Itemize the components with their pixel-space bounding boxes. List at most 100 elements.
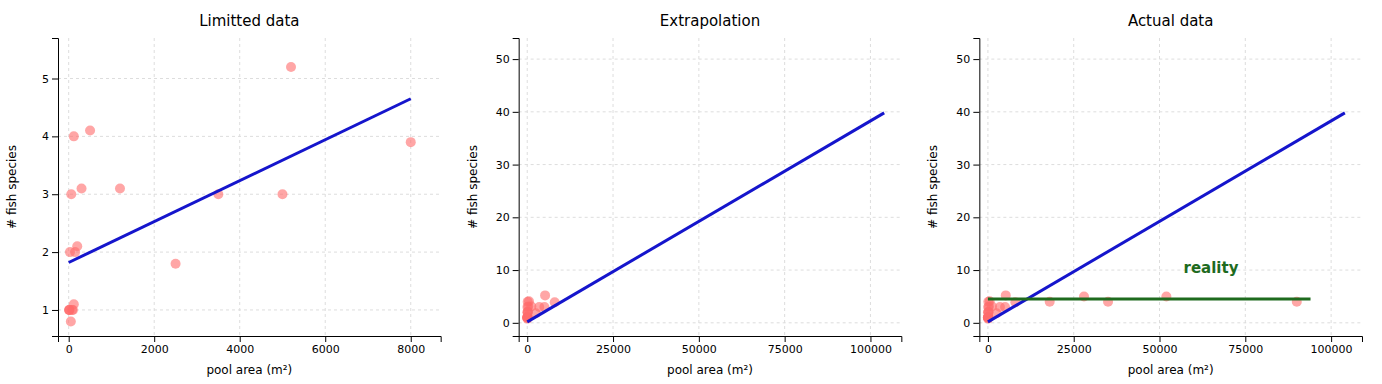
y-tick-label: 0 — [963, 317, 970, 330]
x-axis: 0 2000 4000 6000 8000 — [59, 336, 442, 356]
x-tick-mark — [1245, 336, 1246, 342]
y-tick: 5 — [42, 73, 58, 86]
x-tick-mark — [411, 336, 412, 342]
grid-line — [58, 309, 441, 310]
x-tick-label: 0 — [66, 343, 73, 356]
x-tick-label: 75000 — [768, 343, 803, 356]
x-axis: 0250005000075000100000 — [519, 336, 902, 356]
y-tick-mark — [52, 194, 58, 195]
point — [523, 297, 533, 307]
y-tick-label: 3 — [42, 188, 49, 201]
grid-line — [1245, 38, 1246, 336]
figure: 0200040006000800012345Limitted datapool … — [0, 0, 1382, 384]
x-axis: 0250005000075000100000 — [980, 336, 1363, 356]
grid-line — [58, 136, 441, 137]
x-tick-label: 50000 — [682, 343, 717, 356]
panel: 0200040006000800012345Limitted datapool … — [5, 12, 441, 377]
grid-line — [519, 217, 902, 218]
point — [85, 126, 95, 136]
grid-line — [698, 38, 699, 336]
point — [66, 189, 76, 199]
y-axis: 01020304050 — [496, 39, 520, 337]
line — [988, 113, 1345, 322]
y-tick-mark — [513, 270, 519, 271]
y-tick: 30 — [496, 159, 519, 172]
grid-line — [154, 38, 155, 336]
x-tick-label: 2000 — [141, 343, 169, 356]
y-tick-label: 30 — [956, 159, 970, 172]
y-tick-label: 2 — [42, 246, 49, 259]
title: Limitted data — [199, 12, 299, 30]
grid-line — [979, 270, 1362, 271]
x-tick: 6000 — [312, 336, 340, 356]
point — [406, 137, 416, 147]
grid-line — [613, 38, 614, 336]
y-axis-line — [513, 39, 520, 337]
x-tick-mark — [1074, 336, 1075, 342]
y-tick-mark — [513, 217, 519, 218]
x-axis-line — [980, 337, 1363, 343]
x-tick-label: 75000 — [1228, 343, 1263, 356]
title: Actual data — [1128, 12, 1214, 30]
x-axis-line — [519, 337, 902, 343]
y-tick-label: 30 — [496, 159, 510, 172]
x-axis-line — [59, 337, 442, 343]
point — [69, 131, 79, 141]
grid-line — [325, 38, 326, 336]
line — [988, 298, 1311, 301]
grid-line — [979, 164, 1362, 165]
x-tick: 50000 — [682, 336, 717, 356]
point — [277, 189, 287, 199]
point — [64, 305, 74, 315]
x-tick-label: 100000 — [850, 343, 892, 356]
y-tick-mark — [973, 165, 979, 166]
x-tick-mark — [527, 336, 528, 342]
y-tick-label: 0 — [503, 317, 510, 330]
x-tick-label: 25000 — [1057, 343, 1092, 356]
x-axis-title: pool area (m²) — [206, 363, 292, 377]
grid-line — [979, 217, 1362, 218]
y-tick-mark — [52, 136, 58, 137]
y-axis-title: # fish species — [5, 145, 19, 229]
y-tick: 20 — [956, 211, 979, 224]
x-tick-mark — [154, 336, 155, 342]
x-tick: 75000 — [1228, 336, 1263, 356]
y-axis-line — [52, 39, 59, 337]
grid-line — [870, 38, 871, 336]
y-axis-line — [973, 39, 980, 337]
grid — [519, 38, 902, 336]
x-tick: 2000 — [141, 336, 169, 356]
y-tick: 10 — [496, 264, 519, 277]
x-tick-mark — [1160, 336, 1161, 342]
grid-line — [1159, 38, 1160, 336]
grid-line — [58, 78, 441, 79]
y-tick-label: 4 — [42, 130, 49, 143]
grid-line — [519, 270, 902, 271]
y-tick: 2 — [42, 246, 58, 259]
y-tick: 0 — [503, 317, 519, 330]
x-tick: 4000 — [226, 336, 254, 356]
y-tick-mark — [973, 217, 979, 218]
x-tick-label: 8000 — [397, 343, 425, 356]
point — [77, 183, 87, 193]
y-tick: 0 — [963, 317, 979, 330]
point — [115, 183, 125, 193]
y-tick-label: 40 — [956, 106, 970, 119]
y-tick: 40 — [496, 106, 519, 119]
y-tick-label: 5 — [42, 73, 49, 86]
point — [64, 305, 74, 315]
point — [65, 247, 75, 257]
x-tick-mark — [613, 336, 614, 342]
x-tick-label: 25000 — [596, 343, 631, 356]
y-tick-mark — [513, 59, 519, 60]
x-tick-label: 50000 — [1143, 343, 1178, 356]
x-tick-mark — [1331, 336, 1332, 342]
x-tick-mark — [699, 336, 700, 342]
line — [527, 113, 884, 322]
y-tick-mark — [973, 270, 979, 271]
y-tick-mark — [52, 79, 58, 80]
line — [69, 99, 411, 263]
x-tick: 8000 — [397, 336, 425, 356]
grid-line — [1331, 38, 1332, 336]
x-tick-mark — [785, 336, 786, 342]
